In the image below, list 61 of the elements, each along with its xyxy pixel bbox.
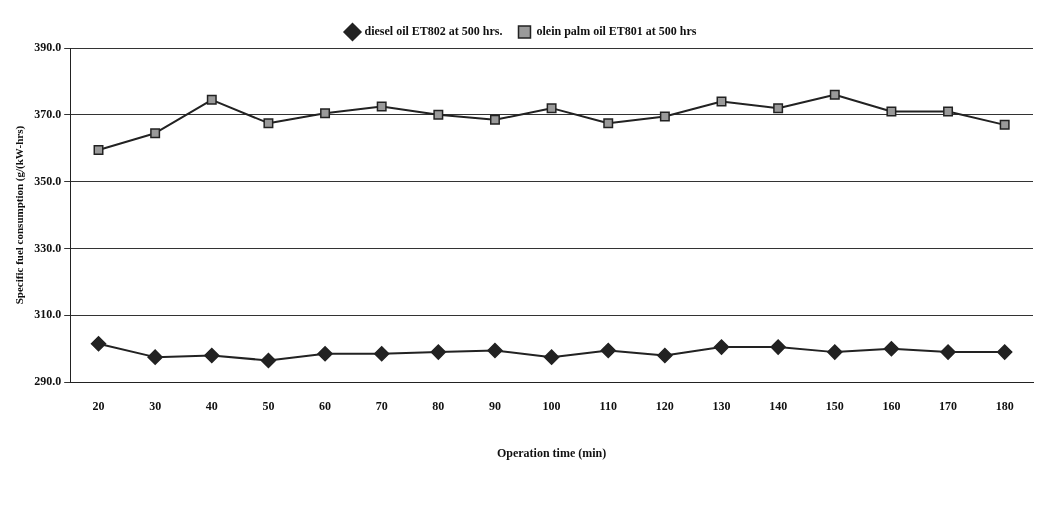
x-tick-label: 180 <box>995 399 1014 414</box>
point <box>600 342 616 359</box>
point <box>883 341 900 357</box>
x-tick-label: 80 <box>432 399 445 414</box>
x-tick-label: 140 <box>769 399 788 414</box>
x-tick-label: 150 <box>825 399 844 414</box>
point <box>489 114 500 125</box>
y-tick-label: 350.0 <box>34 173 62 188</box>
point <box>657 347 673 364</box>
y-axis-title: Specific fuel consumption (g/(kW-hrs) <box>13 125 27 305</box>
point <box>546 103 557 114</box>
point <box>373 346 390 362</box>
x-tick-label: 130 <box>712 399 731 414</box>
x-tick-label: 90 <box>488 399 501 414</box>
point <box>829 89 840 100</box>
point <box>430 344 447 360</box>
x-tick-label: 30 <box>149 399 162 414</box>
point <box>603 118 614 129</box>
point <box>827 344 843 360</box>
point <box>543 349 560 365</box>
point <box>770 339 786 355</box>
point <box>206 94 217 105</box>
point <box>886 106 897 117</box>
point <box>93 144 104 155</box>
x-tick-label: 20 <box>92 399 105 414</box>
y-tick-label: 290.0 <box>34 374 62 389</box>
point <box>263 118 274 129</box>
point <box>940 344 956 360</box>
x-tick-label: 40 <box>205 399 218 414</box>
point <box>317 346 333 362</box>
legend-label: diesel oil ET802 at 500 hrs. <box>364 24 503 39</box>
point <box>943 106 954 117</box>
point <box>204 347 220 364</box>
point <box>150 128 161 139</box>
x-tick-label: 100 <box>542 399 561 414</box>
point <box>487 342 503 359</box>
point <box>376 101 387 112</box>
point <box>773 103 784 114</box>
y-tick-label: 310.0 <box>34 307 62 322</box>
point <box>659 111 670 122</box>
x-tick-label: 160 <box>882 399 901 414</box>
x-tick-label: 170 <box>939 399 958 414</box>
y-tick-label: 370.0 <box>34 106 62 121</box>
x-tick-label: 50 <box>262 399 275 414</box>
point <box>147 349 163 365</box>
y-tick-label: 330.0 <box>34 240 62 255</box>
y-tick-label: 390.0 <box>34 40 62 55</box>
x-tick-label: 120 <box>655 399 674 414</box>
x-tick-label: 60 <box>319 399 332 414</box>
point <box>713 339 730 355</box>
legend-label: olein palm oil ET801 at 500 hrs <box>536 24 697 39</box>
point <box>260 352 277 369</box>
point <box>996 344 1013 360</box>
x-axis-title: Operation time (min) <box>496 445 607 460</box>
point <box>433 109 444 120</box>
point <box>90 336 107 352</box>
point <box>999 119 1010 130</box>
point <box>320 108 331 119</box>
point <box>716 96 727 107</box>
x-tick-label: 110 <box>599 399 617 414</box>
x-tick-label: 70 <box>375 399 388 414</box>
